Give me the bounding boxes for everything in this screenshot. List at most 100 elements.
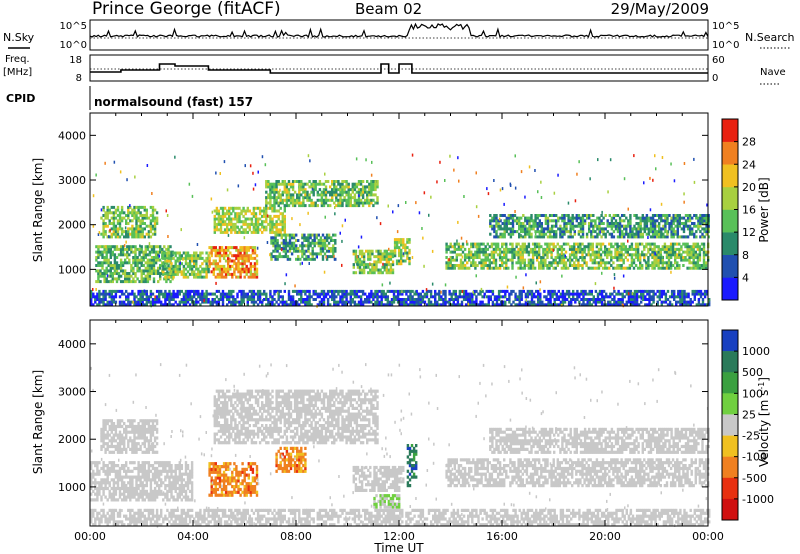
echo-cell xyxy=(376,295,379,299)
echo-cell xyxy=(629,235,632,239)
echo-cell xyxy=(351,188,354,192)
echo-cell xyxy=(507,232,511,236)
echo-cell xyxy=(341,289,344,293)
echo-cell xyxy=(427,289,431,293)
echo-cell xyxy=(113,258,117,262)
echo-cell xyxy=(511,224,515,228)
echo-cell xyxy=(108,292,111,296)
echo-cell xyxy=(273,214,276,218)
echo-cell xyxy=(305,257,308,261)
echo-cell xyxy=(561,252,563,256)
echo-cell xyxy=(586,292,589,296)
echo-cell xyxy=(193,303,196,307)
echo-cell xyxy=(109,247,112,251)
echo-cell xyxy=(522,227,525,231)
echo-cell xyxy=(249,254,253,258)
echo-cell xyxy=(105,258,108,262)
echo-cell xyxy=(400,243,403,247)
echo-cell xyxy=(674,253,677,257)
echo-cell xyxy=(232,209,235,213)
echo-cell xyxy=(620,242,623,246)
echo-cell xyxy=(236,217,239,221)
echo-cell xyxy=(624,247,627,251)
echo-cell xyxy=(492,256,496,259)
echo-cell xyxy=(273,204,276,208)
echo-cell xyxy=(377,255,380,259)
echo-cell xyxy=(447,261,450,265)
echo-cell xyxy=(390,303,394,307)
echo-cell xyxy=(385,257,388,261)
echo-cell xyxy=(158,300,161,304)
echo-cell xyxy=(486,258,489,262)
echo-cell xyxy=(398,251,401,255)
echo-cell xyxy=(639,264,642,267)
echo-cell xyxy=(147,232,151,236)
echo-cell xyxy=(188,264,192,268)
echo-cell xyxy=(405,292,408,296)
echo-cell xyxy=(670,230,673,234)
echo-cell xyxy=(371,160,373,164)
echo-cell xyxy=(499,219,502,223)
echo-cell xyxy=(486,253,489,257)
echo-cell xyxy=(518,235,521,239)
echo-cell xyxy=(274,255,277,259)
echo-cell xyxy=(635,227,638,231)
echo-cell xyxy=(555,292,558,296)
echo-cell xyxy=(587,250,590,254)
echo-cell xyxy=(347,196,350,200)
echo-cell xyxy=(579,216,583,220)
echo-cell xyxy=(521,261,524,265)
echo-cell xyxy=(119,170,122,174)
echo-cell xyxy=(365,158,367,162)
echo-cell xyxy=(599,256,603,259)
echo-cell xyxy=(359,303,363,307)
echo-cell xyxy=(677,289,680,293)
echo-cell xyxy=(666,222,669,225)
echo-cell xyxy=(550,261,553,265)
echo-cell xyxy=(320,289,324,293)
echo-cell xyxy=(549,303,552,307)
echo-cell xyxy=(545,298,548,301)
echo-cell xyxy=(278,233,281,237)
echo-cell xyxy=(458,289,462,293)
echo-cell xyxy=(666,289,670,293)
echo-cell xyxy=(600,298,604,301)
echo-cell xyxy=(331,180,334,183)
echo-cell xyxy=(544,242,547,246)
echo-cell xyxy=(525,250,529,254)
echo-cell xyxy=(553,224,556,228)
echo-cell xyxy=(157,245,160,249)
echo-cell xyxy=(272,241,275,245)
echo-cell xyxy=(681,295,684,299)
echo-cell xyxy=(139,295,142,299)
echo-cell xyxy=(639,253,642,257)
echo-cell xyxy=(98,292,101,296)
echo-cell xyxy=(254,212,258,216)
echo-cell xyxy=(530,216,533,220)
echo-cell xyxy=(491,224,494,228)
echo-cell xyxy=(157,253,160,257)
echo-cell xyxy=(478,256,481,259)
echo-cell xyxy=(101,250,104,254)
echo-cell xyxy=(581,247,584,251)
echo-cell xyxy=(231,259,234,263)
echo-cell xyxy=(393,248,397,252)
echo-cell xyxy=(497,298,501,301)
echo-cell xyxy=(144,277,147,281)
echo-cell xyxy=(531,266,535,270)
echo-cell xyxy=(495,295,499,299)
echo-cell xyxy=(335,204,338,208)
echo-cell xyxy=(493,295,497,299)
echo-cell xyxy=(472,258,475,262)
echo-cell xyxy=(351,190,354,194)
echo-cell xyxy=(358,268,362,272)
echo-cell xyxy=(141,298,144,301)
echo-cell xyxy=(571,216,574,220)
echo-cell xyxy=(462,289,466,293)
echo-cell xyxy=(290,244,294,248)
echo-cell xyxy=(337,303,340,307)
echo-cell xyxy=(327,236,331,240)
echo-cell xyxy=(644,298,647,301)
echo-cell xyxy=(308,193,311,197)
echo-cell xyxy=(167,235,169,238)
